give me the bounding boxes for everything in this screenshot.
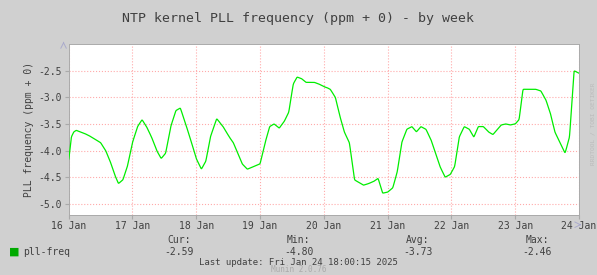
Text: Max:: Max: [525,235,549,245]
Text: NTP kernel PLL frequency (ppm + 0) - by week: NTP kernel PLL frequency (ppm + 0) - by … [122,12,475,25]
Text: -3.73: -3.73 [403,247,433,257]
Text: -4.80: -4.80 [284,247,313,257]
Text: -2.46: -2.46 [522,247,552,257]
Text: Last update: Fri Jan 24 18:00:15 2025: Last update: Fri Jan 24 18:00:15 2025 [199,258,398,267]
Text: Avg:: Avg: [406,235,430,245]
Text: Cur:: Cur: [167,235,191,245]
Text: Munin 2.0.76: Munin 2.0.76 [271,265,326,274]
Text: pll-freq: pll-freq [23,247,70,257]
Text: RRDTOOL / TOBI OETIKER: RRDTOOL / TOBI OETIKER [590,82,595,165]
Text: -2.59: -2.59 [164,247,194,257]
Text: ■: ■ [9,247,20,257]
Y-axis label: PLL frequency (ppm + 0): PLL frequency (ppm + 0) [24,62,34,197]
Text: Min:: Min: [287,235,310,245]
